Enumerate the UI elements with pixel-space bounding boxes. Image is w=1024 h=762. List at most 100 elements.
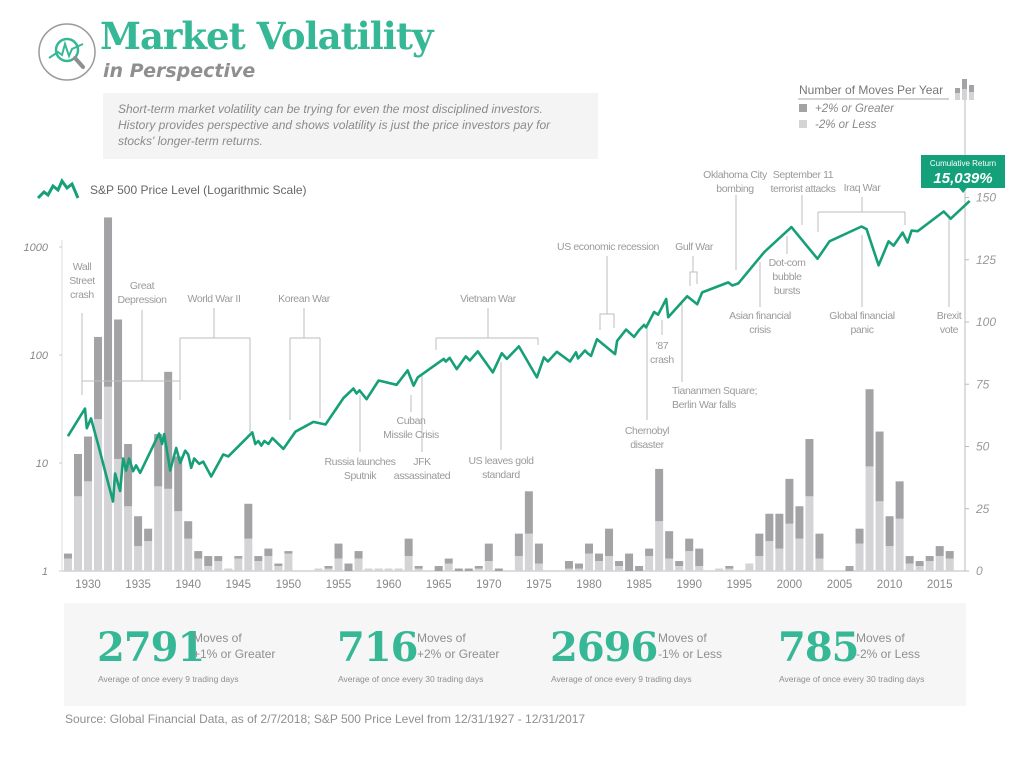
annotation-label: Cuban: [397, 415, 427, 427]
right-axis-tick-label: 150: [976, 191, 996, 205]
stat-label: Moves of +2% or Greater: [417, 631, 500, 661]
annotation-label: US leaves gold: [468, 455, 534, 467]
annotation: JFK assassinated: [394, 375, 451, 482]
bar-minus2-1969: [474, 568, 483, 571]
minus2-swatch: [799, 120, 807, 128]
annotation: World War II: [179, 293, 251, 432]
left-axis-tick-label: 100: [30, 350, 49, 362]
bar-plus2-1991: [695, 548, 704, 567]
bar-minus2-2013: [915, 566, 924, 571]
page-subtitle: in Perspective: [103, 60, 256, 82]
cumulative-return-callout: Cumulative Return 15,039%: [921, 155, 1005, 193]
bar-minus2-1993: [715, 568, 724, 571]
x-axis-tick-label: 1935: [125, 579, 151, 591]
bar-plus2-1936: [144, 528, 153, 542]
left-axis-tick-label: 1: [42, 566, 48, 578]
bar-minus2-1946: [244, 538, 253, 571]
callout-value: 15,039%: [933, 170, 992, 187]
bar-minus2-1978: [564, 568, 573, 571]
bar-plus2-2012: [905, 556, 914, 564]
bar-plus2-2010: [885, 516, 894, 547]
axes: 1 10 100 1000 0 25 50 75 100 125 150 1930 1935 1940 19…: [24, 100, 996, 591]
x-axis-tick-label: 1930: [75, 579, 101, 591]
bar-minus2-1962: [404, 556, 413, 571]
annotation: Gulf War: [675, 241, 714, 286]
bar-plus2-1986: [645, 548, 654, 557]
bar-minus2-1998: [765, 541, 774, 571]
bar-plus2-1957: [354, 551, 363, 559]
x-axis-tick-label: 1970: [476, 579, 502, 591]
bar-plus2-1930: [84, 436, 92, 482]
bar-plus2-1939: [174, 456, 183, 512]
bar-minus2-1982: [605, 556, 614, 571]
bar-plus2-2009: [875, 431, 884, 502]
annotation: Oklahoma City bombing: [703, 169, 768, 270]
bar-minus2-1941: [194, 558, 203, 571]
bar-minus2-1947: [254, 561, 263, 571]
bar-minus2-1983: [615, 566, 624, 571]
bar-minus2-2011: [895, 518, 904, 571]
bar-plus2-1955: [334, 543, 343, 559]
bar-plus2-1938: [164, 371, 173, 489]
annotation: '87 crash: [650, 320, 675, 366]
bar-minus2-2001: [795, 538, 804, 571]
left-axis-tick-label: 10: [36, 458, 49, 470]
bar-plus2-1989: [675, 561, 684, 567]
bar-plus2-1931: [94, 336, 103, 420]
bar-legend-title: Number of Moves Per Year: [799, 83, 943, 97]
bar-minus2-1979: [574, 568, 583, 571]
x-axis-tick-label: 1990: [676, 579, 702, 591]
right-axis-tick-label: 50: [976, 440, 990, 454]
page-title: Market Volatility: [100, 14, 433, 58]
annotation-label: US economic recession: [557, 241, 659, 253]
bar-minus2-1999: [775, 548, 784, 571]
bar-minus2-1957: [354, 558, 363, 571]
annotation: Korean War: [278, 293, 331, 420]
bar-plus2-1956: [344, 563, 353, 571]
annotation-leader-line: [289, 308, 321, 420]
annotation-label: '87: [656, 340, 669, 352]
bar-minus2-1959: [374, 568, 383, 571]
stat-number: 2791: [97, 624, 205, 671]
bar-plus2-1980: [585, 543, 593, 554]
bar-plus2-2000: [785, 478, 794, 524]
bar-legend: Number of Moves Per Year +2% or Greater …: [798, 79, 974, 131]
x-axis-tick-label: 2015: [927, 579, 953, 591]
bar-plus2-1942: [204, 556, 213, 567]
annotation: Brexit vote: [937, 218, 962, 336]
bar-plus2-1997: [755, 533, 764, 557]
bar-minus2-2016: [945, 558, 954, 571]
bar-plus2-1984: [625, 553, 634, 571]
annotation-label: Asian financial: [729, 310, 791, 322]
bar-plus2-1988: [665, 531, 674, 559]
annotation: September 11 terrorist attacks: [771, 169, 836, 225]
annotation: Global financial panic: [829, 235, 895, 336]
bar-plus2-1950: [284, 551, 293, 554]
bar-plus2-1990: [685, 538, 694, 552]
bar-minus2-1931: [94, 419, 103, 571]
bar-minus2-2012: [905, 563, 914, 571]
annotation-label: World War II: [188, 293, 241, 305]
right-axis-tick-label: 75: [976, 377, 990, 391]
right-axis-tick-label: 25: [975, 502, 990, 516]
annotation: Vietnam War: [435, 293, 539, 350]
annotation: US economic recession: [557, 241, 660, 330]
bar-plus2-2007: [855, 528, 864, 544]
bar-minus2-1948: [264, 556, 273, 571]
annotation-label: disaster: [630, 439, 664, 451]
bar-plus2-1962: [404, 538, 413, 557]
right-axis-tick-label: 100: [976, 315, 996, 329]
bar-plus2-1934: [124, 444, 133, 507]
annotation-label: crash: [70, 289, 94, 301]
bar-plus2-1940: [184, 521, 193, 539]
bar-plus2-1932: [104, 217, 113, 387]
bar-plus2-1978: [564, 561, 573, 569]
plus2-legend-label: +2% or Greater: [815, 103, 895, 115]
bar-minus2-1942: [204, 566, 213, 571]
bar-minus2-2002: [805, 496, 814, 571]
bar-plus2-1979: [574, 563, 583, 569]
bar-plus2-1967: [454, 568, 463, 571]
bar-plus2-1966: [444, 558, 453, 564]
bar-minus2-1990: [685, 551, 694, 571]
stat-number: 785: [778, 624, 859, 671]
